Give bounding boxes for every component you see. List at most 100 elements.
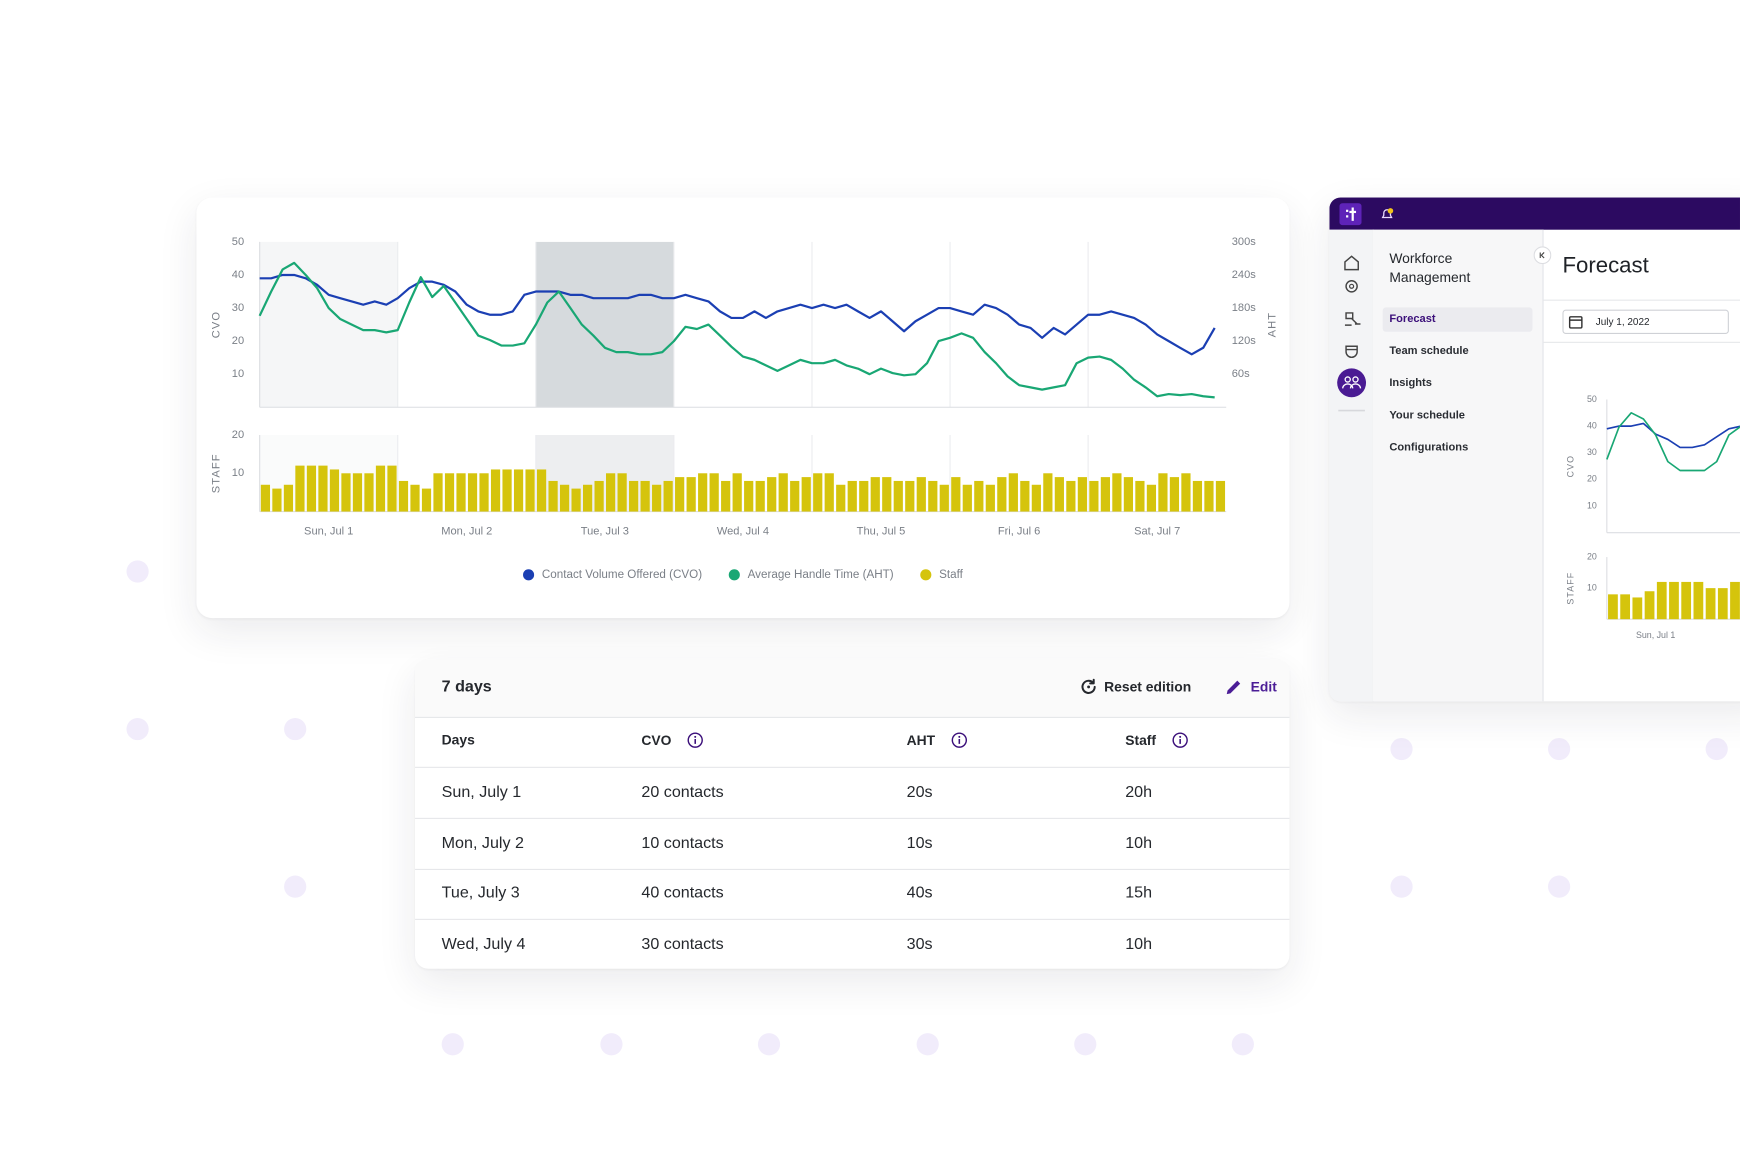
axis-label: STAFF: [1566, 572, 1576, 605]
staff-bar: [1656, 581, 1667, 620]
table-cell: Mon, July 2: [441, 834, 524, 852]
decor-dot: [1548, 737, 1571, 761]
y-tick-label: 20: [1587, 474, 1597, 484]
row-divider: [415, 868, 1290, 870]
column-header-text: CVO: [641, 732, 672, 748]
flow-icon[interactable]: [1344, 312, 1361, 326]
decor-dot: [1074, 1033, 1097, 1056]
legend-swatch: [920, 569, 932, 581]
staff-bar: [893, 480, 903, 512]
axis-label: AHT: [1267, 312, 1279, 337]
app-window: Workforce Management Forecast Team schedu…: [1329, 197, 1740, 702]
app-logo[interactable]: [1339, 203, 1362, 226]
collapse-button[interactable]: [1533, 246, 1552, 265]
staff-bar: [882, 477, 892, 512]
staff-bar: [663, 480, 673, 512]
edit-icon[interactable]: [1224, 677, 1244, 697]
reset-button[interactable]: Reset edition: [1104, 679, 1192, 695]
staff-bar: [1730, 581, 1740, 620]
table-cell: 10 contacts: [641, 834, 724, 852]
staff-bar: [709, 473, 719, 512]
staff-bar: [1112, 473, 1122, 512]
x-tick-label: Tue, Jul 3: [581, 525, 629, 537]
info-icon[interactable]: [687, 732, 704, 749]
staff-bar: [272, 488, 282, 512]
y2-tick-label: 180s: [1232, 302, 1256, 314]
staff-bar: [870, 477, 880, 512]
staff-bar: [444, 473, 455, 512]
legend-label: Contact Volume Offered (CVO): [542, 568, 702, 581]
staff-bar: [813, 473, 823, 512]
column-header-text: Staff: [1125, 732, 1157, 748]
shield-icon[interactable]: [1345, 345, 1358, 358]
staff-bar: [559, 484, 570, 512]
decor-dot: [126, 717, 149, 741]
staff-bar: [364, 473, 374, 512]
staff-bar: [790, 480, 800, 512]
staff-bar: [778, 473, 788, 512]
nav-item[interactable]: Forecast: [1382, 307, 1533, 332]
staff-tick-label: 10: [1587, 582, 1597, 592]
decor-dot: [1390, 875, 1413, 898]
staff-bar: [375, 465, 386, 512]
info-dot: [1178, 735, 1181, 738]
staff-bar: [732, 473, 742, 512]
team-icon[interactable]: [1337, 368, 1367, 398]
staff-bar: [686, 477, 696, 512]
nav-item[interactable]: Insights: [1389, 377, 1432, 390]
staff-bar: [640, 480, 650, 512]
staff-bar: [755, 480, 765, 512]
notification-icon[interactable]: [1379, 206, 1395, 222]
reset-icon[interactable]: [1079, 677, 1099, 697]
decor-dot: [1231, 1033, 1254, 1056]
staff-bar: [974, 480, 984, 512]
axis-label: CVO: [210, 311, 222, 338]
x-tick-label: Fri, Jul 6: [998, 525, 1040, 537]
nav-item[interactable]: Team schedule: [1389, 345, 1469, 358]
staff-bar: [536, 469, 547, 512]
table-header: [415, 659, 1290, 718]
staff-bar: [306, 465, 317, 512]
info-icon[interactable]: [1172, 732, 1189, 749]
series-line: [259, 273, 1216, 356]
staff-bar: [1158, 473, 1168, 512]
staff-bar: [916, 477, 926, 512]
table-cell: Tue, July 3: [441, 884, 520, 903]
mini-chart: 10 20 30 40 50 10 20 Sun, Jul 1 CVO STAFF: [1566, 394, 1740, 640]
nav-item[interactable]: Configurations: [1389, 441, 1469, 454]
table-title: 7 days: [441, 678, 492, 696]
edit-button[interactable]: Edit: [1250, 679, 1277, 695]
staff-bar: [1020, 480, 1030, 512]
staff-bar: [1077, 477, 1087, 512]
staff-bar: [997, 477, 1007, 512]
staff-bar: [295, 465, 305, 512]
series-line: [1606, 422, 1740, 449]
staff-bar: [1204, 480, 1214, 512]
column-header: CVO: [641, 732, 704, 749]
decor-dot: [441, 1033, 464, 1056]
app-topbar: [1329, 197, 1740, 230]
staff-bar: [582, 484, 593, 512]
table-cell: 40s: [906, 884, 933, 903]
divider: [1543, 299, 1740, 301]
chart: 10 20 30 40 50 60s 120s 180s 240s 300s 10 20 Sun, Ju…: [210, 236, 1279, 581]
nav-item[interactable]: Your schedule: [1389, 409, 1465, 422]
date-input[interactable]: [1562, 309, 1729, 335]
staff-bar: [410, 484, 420, 512]
info-circle: [951, 732, 967, 748]
staff-bar: [859, 480, 869, 512]
staff-bar: [617, 473, 627, 512]
y-tick-label: 10: [232, 368, 244, 380]
column-header: Days: [442, 732, 475, 748]
home-icon[interactable]: [1344, 255, 1359, 271]
calendar-icon[interactable]: [1568, 314, 1584, 330]
info-circle: [687, 732, 704, 748]
chart-card: 10 20 30 40 50 60s 120s 180s 240s 300s 10 20 Sun, Ju…: [196, 197, 1290, 619]
decor-dot: [126, 560, 149, 583]
date-value: July 1, 2022: [1595, 316, 1650, 328]
staff-tick-label: 20: [1587, 551, 1597, 561]
settings-icon[interactable]: [1345, 280, 1358, 293]
info-icon[interactable]: [951, 732, 968, 749]
y-tick-label: 50: [1587, 394, 1597, 404]
legend-label: Average Handle Time (AHT): [748, 568, 894, 581]
